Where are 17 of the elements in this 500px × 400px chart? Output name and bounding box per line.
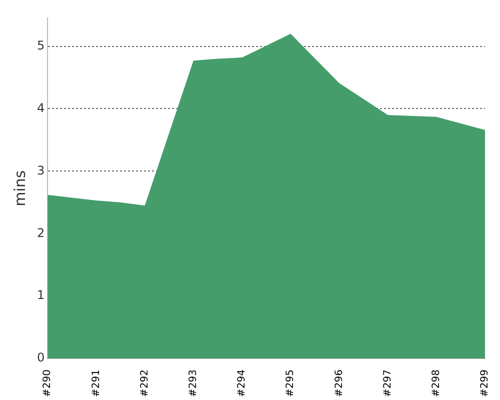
x-tick-label: #293 xyxy=(188,370,200,398)
y-tick-label: 2 xyxy=(36,226,45,240)
x-tick-label: #299 xyxy=(480,370,491,398)
y-tick-label: 3 xyxy=(36,163,45,178)
x-tick-label: #296 xyxy=(334,370,345,398)
x-tick-label: #290 xyxy=(42,370,54,398)
x-tick-label: #292 xyxy=(139,370,150,398)
y-tick-label: 4 xyxy=(36,100,45,115)
x-tick-label: #297 xyxy=(382,370,394,398)
y-tick-label: 1 xyxy=(36,288,45,302)
x-tick-label: #298 xyxy=(431,370,442,398)
x-tick-label: #294 xyxy=(236,370,248,398)
x-tick-label: #291 xyxy=(90,370,102,398)
x-tick-label: #295 xyxy=(285,370,296,398)
y-tick-label: 0 xyxy=(36,350,45,365)
y-tick-label: 5 xyxy=(36,38,45,52)
y-axis-title: mins xyxy=(10,170,29,206)
